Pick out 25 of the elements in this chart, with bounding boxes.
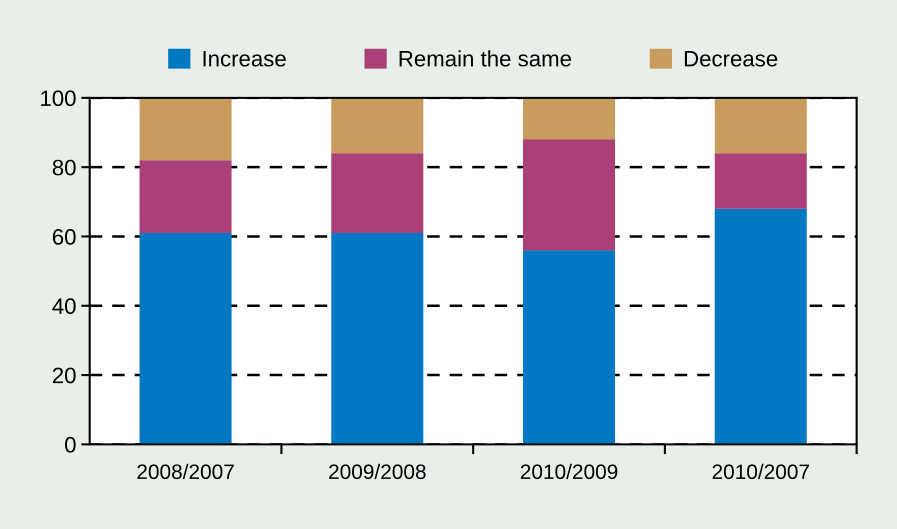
bar xyxy=(523,250,616,444)
bar xyxy=(714,153,807,209)
bar xyxy=(714,208,807,444)
y-tick-label: 60 xyxy=(52,229,76,245)
legend-label: Remain the same xyxy=(400,50,571,67)
bar xyxy=(523,139,616,250)
x-tick-label: 2010/2007 xyxy=(712,464,809,480)
x-tick-label: 2009/2008 xyxy=(329,464,426,480)
bar xyxy=(140,233,232,444)
bar xyxy=(331,233,424,444)
bar xyxy=(140,98,232,160)
y-tick-label: 20 xyxy=(52,368,76,384)
y-tick-label: 40 xyxy=(52,298,76,314)
bar xyxy=(714,98,807,154)
legend-label: Decrease xyxy=(684,51,778,67)
bar xyxy=(523,98,616,140)
x-tick-label: 2010/2009 xyxy=(520,464,618,480)
bar xyxy=(331,153,424,233)
bar xyxy=(140,160,232,233)
x-tick-label: 2008/2007 xyxy=(137,464,234,480)
y-tick-label: 100 xyxy=(41,90,76,106)
legend-label: Increase xyxy=(204,51,286,67)
y-tick-label: 80 xyxy=(52,160,76,176)
bar xyxy=(331,98,424,154)
y-tick-label: 0 xyxy=(65,436,76,453)
